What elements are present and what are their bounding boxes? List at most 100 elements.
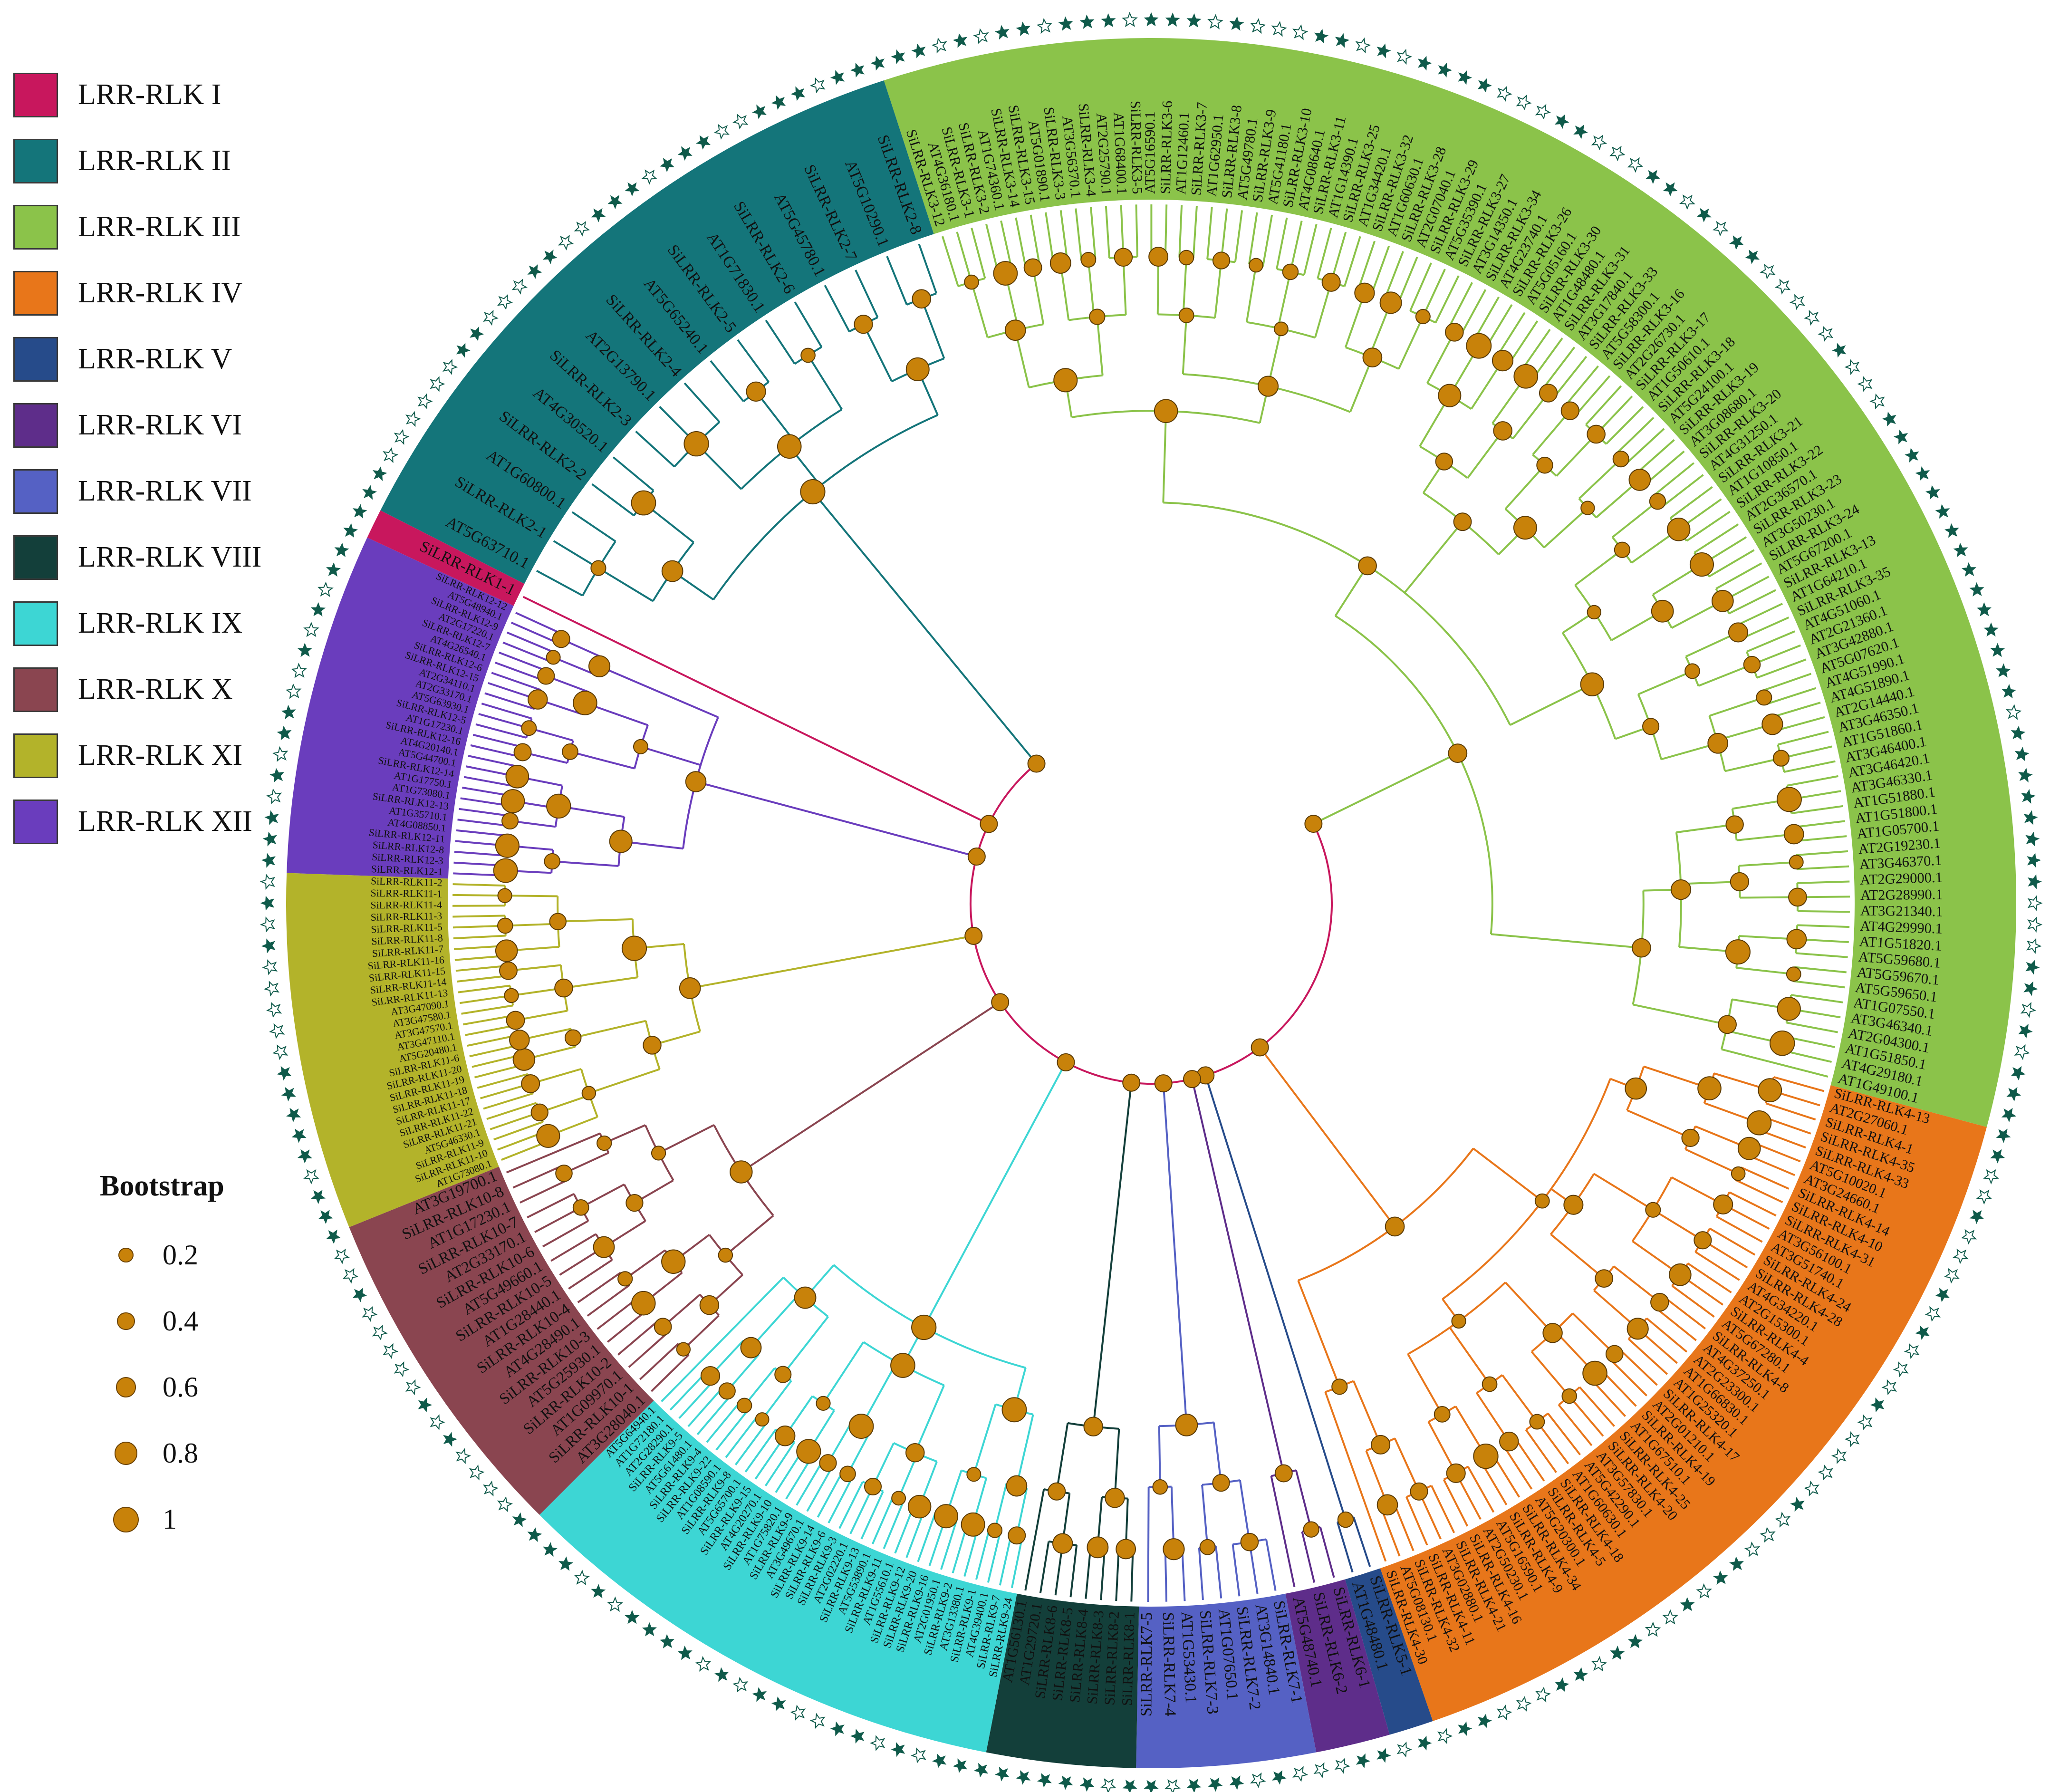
branch (515, 612, 564, 636)
branch (750, 1292, 801, 1349)
filled-star-icon (264, 810, 279, 825)
branch (1553, 356, 1588, 398)
bootstrap-node (1358, 556, 1377, 576)
filled-star-icon (1573, 1667, 1588, 1682)
bootstrap-node (1563, 1195, 1584, 1215)
filled-star-icon (1016, 1770, 1031, 1785)
bootstrap-node (700, 1366, 721, 1386)
branch (824, 285, 850, 332)
bootstrap-node (1001, 1397, 1027, 1423)
branch (1122, 257, 1127, 315)
branch (975, 1529, 991, 1580)
filled-star-icon (1101, 13, 1116, 28)
bootstrap-node (1730, 872, 1750, 892)
bootstrap-node (800, 479, 826, 505)
branch (1729, 1191, 1777, 1217)
filled-star-icon (1058, 16, 1073, 31)
branch (452, 915, 505, 918)
outline-star-icon (1983, 1169, 1999, 1185)
outline-star-icon (809, 1713, 826, 1729)
filled-star-icon (1229, 16, 1244, 31)
branch (1343, 236, 1361, 287)
bootstrap-legend-item: 1 (100, 1486, 224, 1552)
filled-star-icon (260, 896, 275, 911)
legend-swatch (13, 403, 58, 448)
outline-star-icon (1355, 37, 1371, 54)
branch (456, 829, 509, 837)
branch (640, 745, 701, 766)
bootstrap-dot (117, 1312, 135, 1330)
bootstrap-node (730, 1160, 753, 1184)
bootstrap-node (631, 490, 656, 516)
bootstrap-legend-item: 0.6 (100, 1354, 224, 1420)
filled-star-icon (752, 104, 767, 119)
branch (1114, 1428, 1120, 1498)
clade-sector (884, 38, 2016, 1127)
branch (1715, 562, 1762, 590)
outline-star-icon (1804, 1480, 1820, 1497)
filled-star-icon (973, 1763, 989, 1778)
branch (512, 1165, 561, 1189)
branch (918, 243, 938, 294)
branch (1634, 439, 1675, 475)
outline-star-icon (1804, 309, 1820, 326)
filled-star-icon (1208, 1777, 1223, 1792)
outline-star-icon (1535, 1686, 1551, 1703)
bootstrap-legend: Bootstrap 0.2 0.4 0.6 0.8 1 (100, 1169, 224, 1552)
filled-star-icon (1376, 1748, 1391, 1763)
legend-item: LRR-RLK X (13, 656, 261, 723)
outline-star-icon (1313, 1762, 1329, 1778)
branch (1792, 980, 1845, 989)
branch (612, 456, 654, 491)
bootstrap-node (683, 431, 709, 457)
branch (1514, 1437, 1545, 1482)
bootstrap-node (661, 1249, 686, 1274)
filled-star-icon (891, 49, 905, 64)
outline-star-icon (372, 1324, 388, 1341)
branch (1633, 1003, 1728, 1026)
bootstrap-node (1114, 248, 1133, 267)
filled-star-icon (1438, 62, 1453, 78)
branch (994, 1483, 1008, 1531)
branch (1198, 1548, 1204, 1600)
bootstrap-dot (113, 1506, 139, 1532)
branch (1542, 347, 1576, 390)
branch (1467, 430, 1504, 479)
legend-item: LRR-RLK XI (13, 723, 261, 789)
bootstrap-node (1163, 1538, 1185, 1561)
bootstrap-node (1435, 453, 1453, 471)
branch (1443, 1479, 1469, 1527)
branch (1239, 1480, 1251, 1542)
branch (1578, 458, 1622, 500)
branch (472, 733, 524, 749)
bootstrap-node (1725, 815, 1744, 834)
bootstrap-node (1257, 376, 1279, 397)
branch (1797, 880, 1850, 884)
outline-star-icon (695, 1656, 712, 1672)
bootstrap-node (555, 1165, 573, 1182)
branch (1512, 392, 1549, 439)
bootstrap-node (1628, 469, 1651, 491)
bootstrap-node (1561, 1388, 1577, 1404)
branch (1613, 1265, 1661, 1303)
outline-star-icon (1591, 1656, 1607, 1672)
branch (1797, 865, 1849, 870)
branch (1502, 1445, 1533, 1490)
branch (552, 860, 619, 867)
outline-star-icon (2027, 916, 2043, 933)
branch (956, 231, 972, 283)
branch (1612, 501, 1658, 538)
filled-star-icon (281, 704, 296, 720)
branch (1736, 967, 1794, 975)
branch (1670, 486, 1713, 519)
branch (1735, 1179, 1783, 1204)
filled-star-icon (1996, 1128, 2011, 1143)
bootstrap-node (912, 289, 932, 309)
bootstrap-node (495, 833, 520, 858)
filled-star-icon (1417, 1735, 1432, 1751)
legend-swatch (13, 72, 58, 117)
branch (1686, 511, 1731, 542)
bootstrap-node (1023, 258, 1042, 277)
bootstrap-node (1053, 368, 1078, 393)
branch (1357, 241, 1376, 291)
